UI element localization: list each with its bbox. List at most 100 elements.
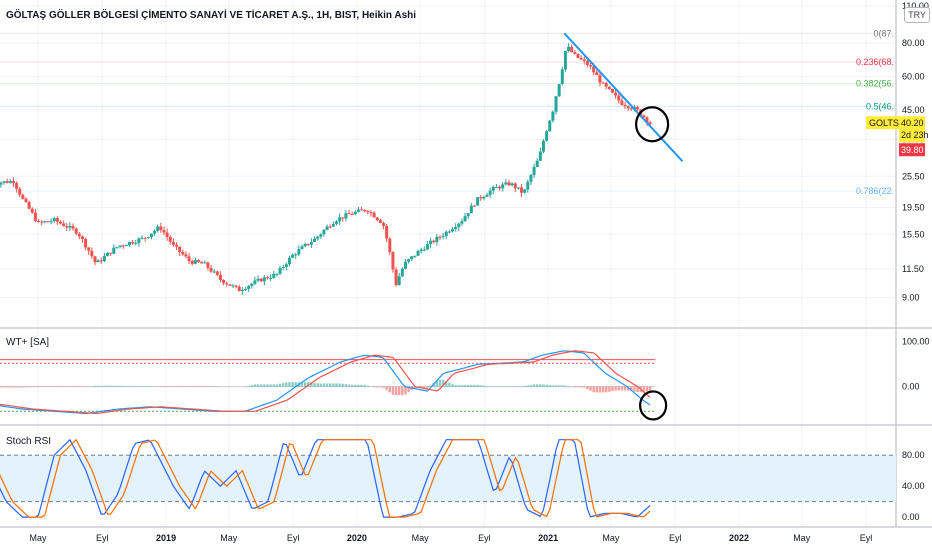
candle-body <box>335 221 338 223</box>
stoch-rsi-label[interactable]: Stoch RSI <box>6 436 51 447</box>
wt-histogram-bar <box>555 385 557 386</box>
wt-histogram-bar <box>467 385 469 387</box>
candle-body <box>206 262 209 268</box>
candle-body <box>46 221 49 222</box>
wt-histogram-bar <box>97 386 99 387</box>
candle-body <box>112 248 115 254</box>
candle-body <box>476 197 479 205</box>
candle-body <box>40 222 43 223</box>
wt-histogram-bar <box>373 387 375 388</box>
wt-histogram-bar <box>263 384 265 386</box>
candle-body <box>332 224 335 227</box>
time-tick-label: Eyl <box>860 533 873 543</box>
candle-body <box>341 217 344 218</box>
candle-body <box>567 47 570 51</box>
candle-body <box>482 197 485 199</box>
wt-histogram-bar <box>329 384 331 387</box>
candle-body <box>59 222 62 224</box>
candle-body <box>159 227 162 231</box>
time-tick-label: Eyl <box>669 533 682 543</box>
candle-body <box>153 231 156 234</box>
candle-body <box>429 241 432 244</box>
wt-histogram-bar <box>583 387 585 388</box>
wt-histogram-bar <box>533 384 535 386</box>
wt-histogram-bar <box>3 387 5 388</box>
candle-body <box>501 184 504 188</box>
wt-histogram-bar <box>608 387 610 392</box>
wt-histogram-bar <box>351 385 353 387</box>
candle-body <box>115 247 118 248</box>
candle-body <box>529 175 532 182</box>
price-tick-label: 11.50 <box>902 264 924 274</box>
candle-body <box>0 183 2 185</box>
wt-histogram-bar <box>470 385 472 387</box>
wt-histogram-bar <box>542 384 544 386</box>
candle-body <box>3 181 6 182</box>
wt-histogram-bar <box>536 384 538 386</box>
wt-histogram-bar <box>454 385 456 387</box>
candle-body <box>279 268 282 274</box>
wt-histogram-bar <box>291 382 293 386</box>
wt-indicator-label[interactable]: WT+ [SA] <box>6 337 49 348</box>
candle-body <box>507 182 510 185</box>
candle-body <box>150 234 153 237</box>
wt-histogram-bar <box>254 384 256 386</box>
wt-histogram-bar <box>476 385 478 387</box>
candle-body <box>533 167 536 175</box>
candle-body <box>235 286 238 287</box>
wt-histogram-bar <box>332 384 334 387</box>
price-tick-label: 9.00 <box>902 293 920 303</box>
wt-histogram-bar <box>100 386 102 387</box>
wt-histogram-bar <box>646 387 648 392</box>
candle-body <box>517 187 520 188</box>
wt-histogram-bar <box>618 387 620 391</box>
candle-body <box>417 251 420 256</box>
wt-histogram-bar <box>599 387 601 393</box>
candle-body <box>134 243 137 244</box>
candle-body <box>363 210 366 211</box>
candle-body <box>72 226 75 229</box>
wt-histogram-bar <box>251 385 253 386</box>
time-tick-label: May <box>220 533 238 543</box>
wt-histogram-bar <box>523 386 525 387</box>
currency-button[interactable]: TRY <box>904 7 930 23</box>
wt-histogram-bar <box>451 384 453 386</box>
candle-body <box>545 131 548 141</box>
candle-body <box>137 239 140 243</box>
wt-histogram-bar <box>122 386 124 387</box>
candle-body <box>385 226 388 239</box>
candle-body <box>617 96 620 101</box>
wt-tick-label: 0.00 <box>902 382 920 392</box>
wt-histogram-bar <box>15 387 17 388</box>
candle-body <box>561 69 564 84</box>
wt-histogram-bar <box>367 386 369 387</box>
candle-body <box>75 229 78 234</box>
wt-histogram-bar <box>633 387 635 392</box>
candle-body <box>404 262 407 269</box>
wt-histogram-bar <box>320 384 322 387</box>
wt-histogram-bar <box>527 385 529 386</box>
candle-body <box>369 212 372 213</box>
candle-body <box>253 280 256 283</box>
candle-body <box>407 259 410 262</box>
candle-body <box>68 226 71 228</box>
candle-body <box>125 245 128 246</box>
wt-histogram-bar <box>580 387 582 388</box>
candle-body <box>598 75 601 82</box>
candle-body <box>470 206 473 214</box>
candle-body <box>454 227 457 229</box>
wt-histogram-bar <box>119 386 121 387</box>
candle-body <box>288 258 291 265</box>
candle-body <box>12 181 15 183</box>
candle-body <box>21 195 24 199</box>
candle-body <box>366 211 369 212</box>
candle-body <box>432 241 435 242</box>
candle-body <box>244 289 247 290</box>
wt-histogram-bar <box>611 387 613 391</box>
candle-body <box>605 83 608 87</box>
wt-histogram-bar <box>382 387 384 388</box>
candle-body <box>31 209 34 213</box>
candle-body <box>181 252 184 254</box>
wt-histogram-bar <box>439 380 441 387</box>
